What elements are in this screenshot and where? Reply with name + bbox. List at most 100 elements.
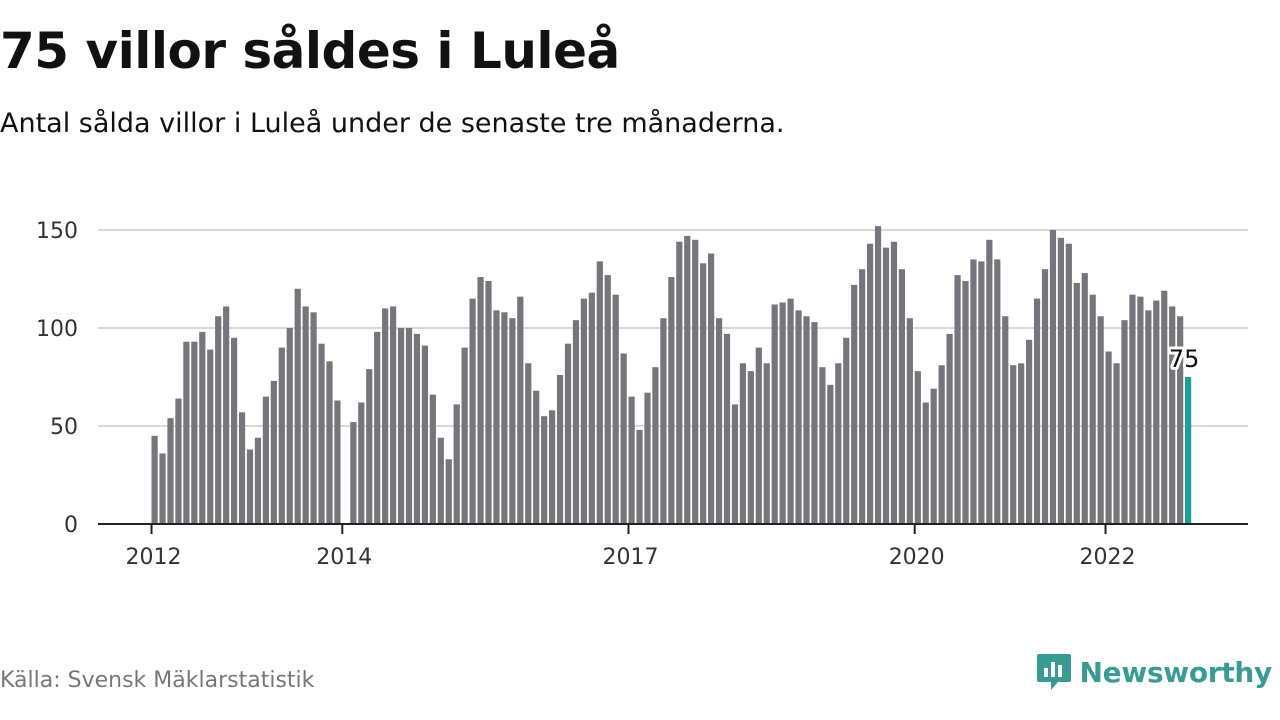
bar: [286, 328, 293, 524]
bar: [580, 298, 587, 524]
bar: [159, 453, 166, 524]
x-axis: 2012 2014 2017 2020 2022: [98, 523, 1248, 570]
bar: [882, 247, 890, 524]
bar: [827, 384, 834, 524]
bar: [1049, 230, 1057, 524]
bar: [556, 375, 564, 524]
bar: [175, 398, 182, 524]
bar: [715, 318, 723, 524]
bar: [723, 333, 731, 524]
bar: [564, 343, 572, 524]
bar: [1089, 294, 1096, 524]
bar: [1033, 298, 1041, 524]
bar: [1057, 237, 1064, 524]
bar: [604, 275, 611, 524]
bar: [334, 400, 341, 524]
bar: [1161, 290, 1168, 524]
bar: [318, 343, 325, 524]
bar: [930, 388, 937, 524]
bar: [652, 367, 659, 524]
bar: [731, 404, 739, 524]
bar: [533, 390, 540, 524]
bar: [1097, 316, 1104, 524]
bar: [612, 294, 619, 524]
bar: [588, 292, 595, 524]
bar: [1002, 316, 1009, 524]
bar: [874, 226, 882, 524]
bar: [620, 353, 627, 524]
bar: [867, 243, 874, 524]
latest-value-label: 75: [1169, 345, 1200, 373]
bar: [747, 371, 754, 524]
bar: [692, 239, 699, 525]
bar: [771, 304, 778, 524]
bar: [962, 280, 969, 524]
x-tick-label: 2012: [126, 545, 182, 570]
bar: [700, 263, 707, 524]
bar: [429, 394, 436, 524]
bar: [270, 380, 277, 524]
bar: [1105, 351, 1112, 524]
bar: [445, 459, 452, 524]
y-axis-ticks: 0 50 100 150: [36, 219, 78, 538]
bar: [1018, 363, 1025, 524]
bar: [890, 241, 898, 524]
bar: [278, 347, 285, 524]
bar: [541, 416, 548, 524]
bar: [1145, 310, 1152, 524]
bar: [1153, 300, 1160, 524]
brand-name: Newsworthy: [1079, 655, 1273, 689]
bar: [453, 404, 460, 524]
bar: [1129, 294, 1136, 524]
bar: [254, 437, 262, 524]
bar: [191, 341, 198, 524]
bar-chart-speech-bubble-icon: [1036, 654, 1071, 690]
bar: [938, 365, 945, 524]
bar: [397, 328, 405, 524]
y-tick-label: 100: [36, 317, 78, 342]
bar: [366, 369, 373, 524]
bar: [843, 337, 850, 524]
bar: [262, 396, 269, 524]
bar: [986, 239, 993, 525]
bar: [1113, 363, 1120, 524]
bar: [238, 412, 246, 524]
chart-subtitle: Antal sålda villor i Luleå under de sena…: [0, 108, 785, 139]
bar: [596, 261, 603, 524]
bar: [1169, 306, 1176, 524]
bar: [1065, 243, 1072, 524]
bar: [501, 312, 508, 524]
bar: [405, 328, 413, 524]
bar: [795, 310, 802, 524]
bar: [644, 392, 651, 524]
bar: [668, 277, 675, 524]
bar: [437, 437, 444, 524]
bar: [851, 284, 858, 524]
bar: [906, 318, 913, 524]
bar: [755, 347, 762, 524]
bar: [231, 337, 238, 524]
bar: [946, 333, 953, 524]
bar: [684, 235, 691, 524]
bar: [676, 241, 683, 524]
bar: [898, 269, 905, 524]
bar: [326, 361, 333, 524]
bar: [628, 396, 635, 524]
bar: [835, 363, 842, 524]
latest-value-halo: 75: [1169, 345, 1200, 373]
bar: [413, 333, 421, 524]
bar: [207, 349, 214, 524]
bar: [787, 298, 794, 524]
bar: [1081, 273, 1088, 524]
bar: [509, 318, 516, 524]
bar: [223, 306, 230, 524]
bar: [358, 402, 365, 524]
bar: [477, 277, 484, 524]
bar: [978, 261, 985, 524]
bar: [350, 422, 357, 524]
brand-logo[interactable]: Newsworthy: [1036, 652, 1272, 692]
bar: [922, 402, 929, 524]
bar: [708, 253, 715, 524]
bar: [819, 367, 826, 524]
bar: [811, 322, 818, 524]
